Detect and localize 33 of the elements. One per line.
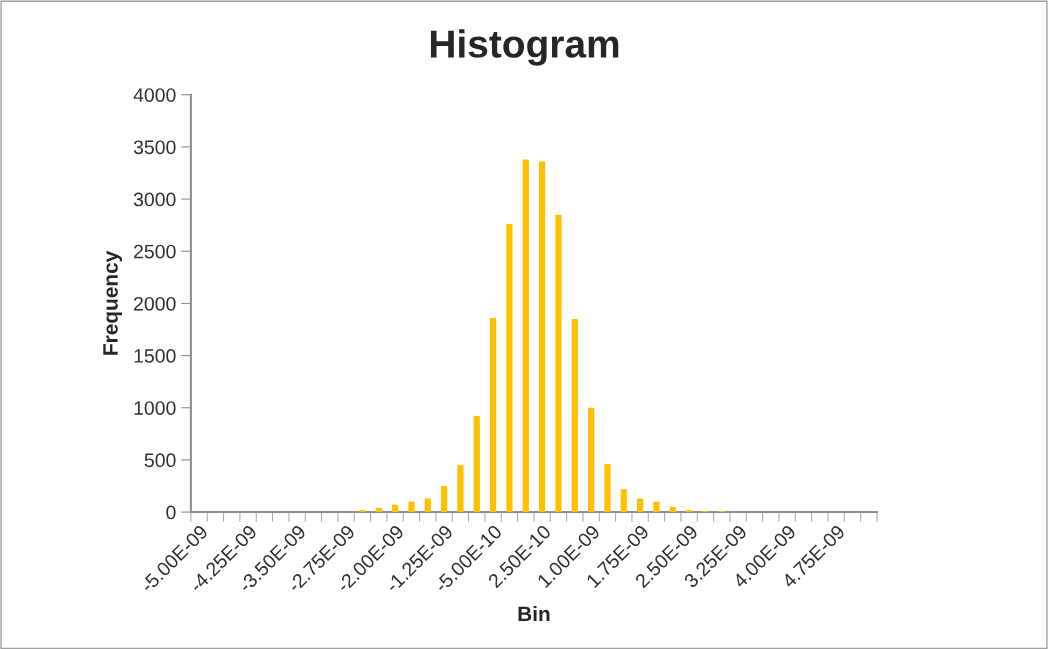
bar [588, 407, 595, 513]
bar [620, 489, 627, 513]
bar [441, 485, 448, 513]
y-tick-label: 500 [144, 453, 176, 468]
bar [571, 319, 578, 513]
y-axis-title: Frequency [103, 250, 122, 355]
y-tick-label: 1000 [134, 401, 176, 415]
bar [555, 214, 562, 513]
bar [686, 509, 693, 513]
y-tick-label: 3500 [133, 140, 176, 155]
y-tick-label: 3000 [133, 192, 176, 207]
bar [391, 504, 399, 513]
bar [669, 506, 676, 513]
bar [522, 159, 529, 513]
bar [375, 507, 382, 513]
bar [506, 224, 513, 513]
bar [359, 509, 366, 513]
bar [653, 501, 660, 513]
bar [408, 501, 415, 513]
bar [637, 498, 644, 513]
bar [490, 318, 497, 513]
chart-title: Histogram [430, 29, 619, 66]
y-tick-label: 2000 [134, 296, 176, 311]
bar [604, 464, 611, 513]
y-tick-label: 0 [166, 505, 176, 520]
y-tick-label: 2500 [134, 244, 176, 259]
y-tick-label: 1500 [134, 349, 176, 363]
bar [473, 416, 480, 513]
bar [457, 465, 464, 513]
bar [424, 498, 431, 513]
x-axis-title: Bin [518, 605, 550, 622]
y-tick-label: 4000 [133, 88, 176, 102]
bar [539, 161, 546, 513]
